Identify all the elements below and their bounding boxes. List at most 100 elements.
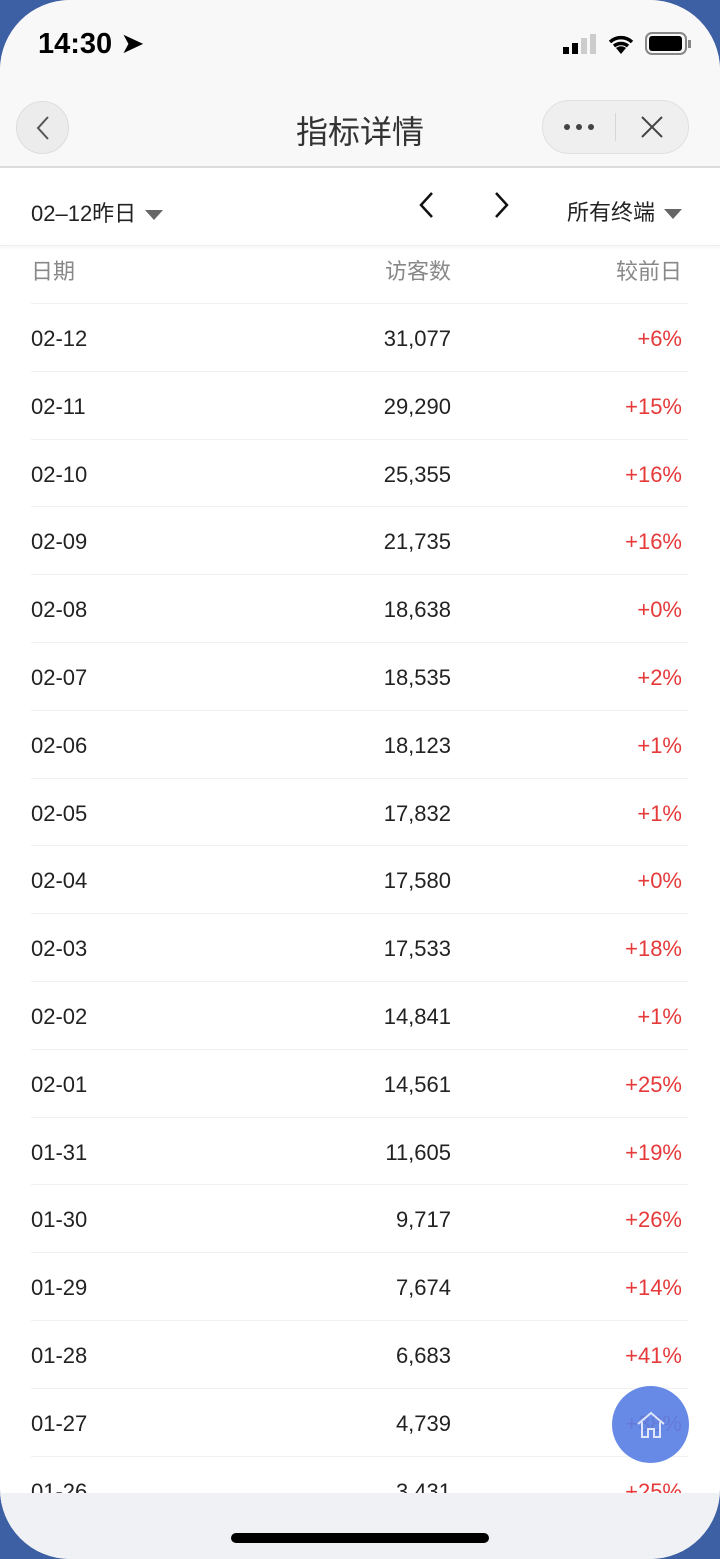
row-change: +15% <box>625 393 682 419</box>
more-icon <box>564 124 594 130</box>
row-date: 01-31 <box>31 1139 88 1165</box>
table-row: 02-10 25,355 +16% <box>31 440 688 508</box>
row-visitors: 17,832 <box>383 800 451 826</box>
date-selector[interactable]: 02–12昨日 <box>31 196 164 228</box>
row-visitors: 14,841 <box>383 1003 451 1029</box>
chevron-left-icon <box>36 115 49 140</box>
chevron-right-icon <box>495 192 509 218</box>
row-date: 02-08 <box>31 597 88 623</box>
table-row: 01-30 9,717 +26% <box>31 1185 688 1254</box>
capsule-menu <box>542 100 689 154</box>
table-header: 日期 访客数 较前日 <box>31 246 688 304</box>
table-row: 01-28 6,683 +41% <box>31 1321 688 1389</box>
row-date: 01-30 <box>31 1207 88 1233</box>
nav-bar: 指标详情 <box>0 90 720 168</box>
row-date: 02-10 <box>31 461 88 487</box>
signal-icon <box>563 34 596 54</box>
row-change: +16% <box>625 461 682 487</box>
close-button[interactable] <box>616 101 688 153</box>
table-body: 02-12 31,077 +6% 02-11 29,290 +15% 02-10 25,355… <box>31 304 688 1525</box>
row-visitors: 25,355 <box>383 461 451 487</box>
row-date: 02-03 <box>31 936 88 962</box>
table-row: 02-04 17,580 +0% <box>31 846 688 915</box>
row-date: 02-09 <box>31 529 88 555</box>
row-date: 02-12 <box>31 326 88 351</box>
time-text: 14:30 <box>38 28 113 60</box>
caret-down-icon <box>664 209 682 220</box>
wifi-icon <box>608 35 634 54</box>
row-visitors: 14,561 <box>383 1071 451 1097</box>
row-visitors: 4,739 <box>395 1410 451 1436</box>
row-change: +26% <box>625 1207 682 1233</box>
bottom-safe-area <box>0 1493 720 1559</box>
table-row: 02-03 17,533 +18% <box>31 914 688 982</box>
row-change: +16% <box>625 529 682 555</box>
row-change: +1% <box>637 800 682 826</box>
row-visitors: 17,533 <box>383 936 451 962</box>
row-visitors: 18,638 <box>383 597 451 623</box>
table-row: 01-31 11,605 +19% <box>31 1118 688 1186</box>
row-visitors: 31,077 <box>383 326 451 351</box>
table-row: 02-08 18,638 +0% <box>31 575 688 643</box>
row-date: 02-05 <box>31 800 88 826</box>
page-title: 指标详情 <box>295 114 424 150</box>
row-visitors: 6,683 <box>395 1342 451 1368</box>
row-visitors: 9,717 <box>395 1207 451 1233</box>
row-date: 01-27 <box>31 1410 88 1436</box>
row-change: +0% <box>637 868 682 894</box>
table-row: 02-07 18,535 +2% <box>31 643 688 711</box>
more-button[interactable] <box>543 101 615 153</box>
divider <box>615 113 616 141</box>
caret-down-icon <box>145 210 164 221</box>
row-change: +18% <box>625 936 682 962</box>
date-text: 02–12昨日 <box>31 201 137 226</box>
table-row: 02-12 31,077 +6% <box>31 304 688 372</box>
header-change: 较前日 <box>615 259 682 284</box>
row-change: +41% <box>625 1342 682 1368</box>
terminal-selector[interactable]: 所有终端 <box>567 195 682 227</box>
row-visitors: 29,290 <box>383 393 451 419</box>
row-date: 02-02 <box>31 1003 88 1029</box>
row-visitors: 21,735 <box>383 529 451 555</box>
table-row: 01-29 7,674 +14% <box>31 1253 688 1321</box>
row-change: +14% <box>625 1275 682 1301</box>
row-visitors: 11,605 <box>385 1139 451 1165</box>
table-row: 02-11 29,290 +15% <box>31 372 688 440</box>
status-time: 14:30 ➤ <box>38 26 145 61</box>
row-date: 02-01 <box>31 1071 88 1097</box>
terminal-text: 所有终端 <box>566 200 655 225</box>
filter-bar: 02–12昨日 所有终端 <box>0 170 720 246</box>
row-change: +1% <box>637 732 682 758</box>
prev-day-button[interactable] <box>416 190 436 225</box>
table-row: 01-274,739+38% <box>31 1389 688 1457</box>
row-change: +6% <box>637 326 682 351</box>
table-row: 02-02 14,841 +1% <box>31 982 688 1050</box>
next-day-button[interactable] <box>492 190 512 225</box>
close-icon <box>641 116 663 138</box>
row-date: 02-07 <box>31 664 88 690</box>
battery-icon <box>645 32 691 55</box>
chevron-left-icon <box>419 192 433 218</box>
status-bar: 14:30 ➤ <box>0 0 720 90</box>
back-button[interactable] <box>16 101 69 154</box>
row-change: +2% <box>637 664 682 690</box>
row-date: 01-28 <box>31 1342 88 1368</box>
row-date: 02-04 <box>31 868 88 894</box>
row-date: 01-29 <box>31 1275 88 1301</box>
table-row: 02-06 18,123 +1% <box>31 711 688 779</box>
row-visitors: 7,674 <box>395 1275 451 1301</box>
table-row: 02-05 17,832 +1% <box>31 779 688 847</box>
row-date: 02-06 <box>31 732 88 758</box>
table-row: 02-09 21,735 +16% <box>31 507 688 576</box>
row-change: +1% <box>637 1003 682 1029</box>
row-change: +0% <box>637 597 682 623</box>
header-visitors: 访客数 <box>384 259 451 284</box>
location-arrow-icon: ➤ <box>120 28 145 60</box>
row-date: 02-11 <box>31 393 86 419</box>
row-visitors: 18,123 <box>383 732 451 758</box>
row-change: +19% <box>625 1139 682 1165</box>
row-visitors: 18,535 <box>383 664 451 690</box>
table-row: 02-01 14,561 +25% <box>31 1050 688 1118</box>
home-button[interactable] <box>612 1386 689 1463</box>
